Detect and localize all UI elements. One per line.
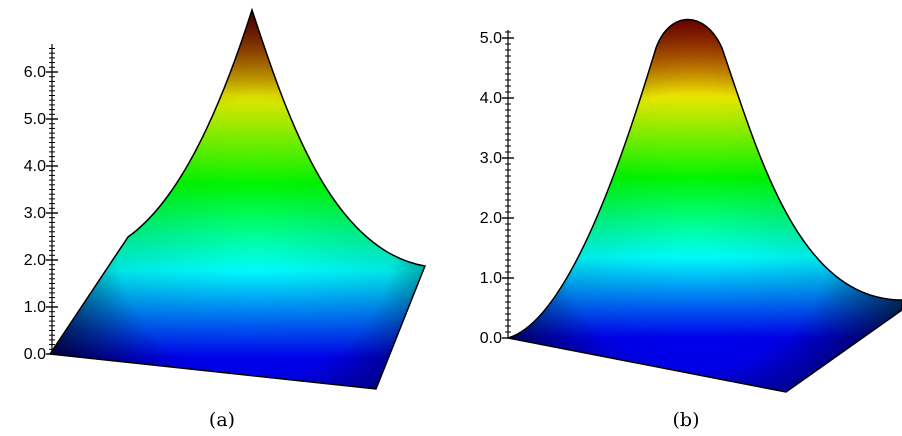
axis-b-minor-ticks bbox=[502, 31, 514, 339]
axis-a-tick-label-6: 6.0 bbox=[24, 64, 46, 81]
axis-b-tick-label-2: 2.0 bbox=[480, 210, 502, 227]
axis-b-tick-label-4: 4.0 bbox=[480, 90, 502, 107]
panel-a-caption: (a) bbox=[209, 409, 235, 431]
panel-b-caption: (b) bbox=[673, 409, 700, 431]
panel-b: 0.0 1.0 2.0 3.0 4.0 5.0 (b) bbox=[480, 18, 902, 431]
axis-a-minor-ticks bbox=[46, 48, 58, 355]
surface-a-shade bbox=[50, 10, 425, 389]
axis-a-tick-label-0: 0.0 bbox=[24, 346, 46, 363]
axis-b-tick-label-0: 0.0 bbox=[480, 330, 502, 347]
panel-a: 0.0 1.0 2.0 3.0 4.0 5.0 6.0 (a) bbox=[24, 7, 427, 431]
surface-b-shade bbox=[508, 19, 902, 392]
surface-a-outline bbox=[48, 7, 427, 390]
axis-b-tick-label-3: 3.0 bbox=[480, 150, 502, 167]
axis-a-tick-label-5: 5.0 bbox=[24, 111, 46, 128]
axis-a-tick-label-3: 3.0 bbox=[24, 205, 46, 222]
axis-a-tick-label-1: 1.0 bbox=[24, 299, 46, 316]
axis-a-tick-label-2: 2.0 bbox=[24, 252, 46, 269]
axis-a-tick-label-4: 4.0 bbox=[24, 158, 46, 175]
axis-b-tick-labels: 0.0 1.0 2.0 3.0 4.0 5.0 bbox=[480, 30, 502, 347]
surface-b-outline bbox=[507, 18, 902, 393]
axis-b-tick-label-1: 1.0 bbox=[480, 270, 502, 287]
axis-a-tick-labels: 0.0 1.0 2.0 3.0 4.0 5.0 6.0 bbox=[24, 64, 46, 363]
axis-b-tick-label-5: 5.0 bbox=[480, 30, 502, 47]
